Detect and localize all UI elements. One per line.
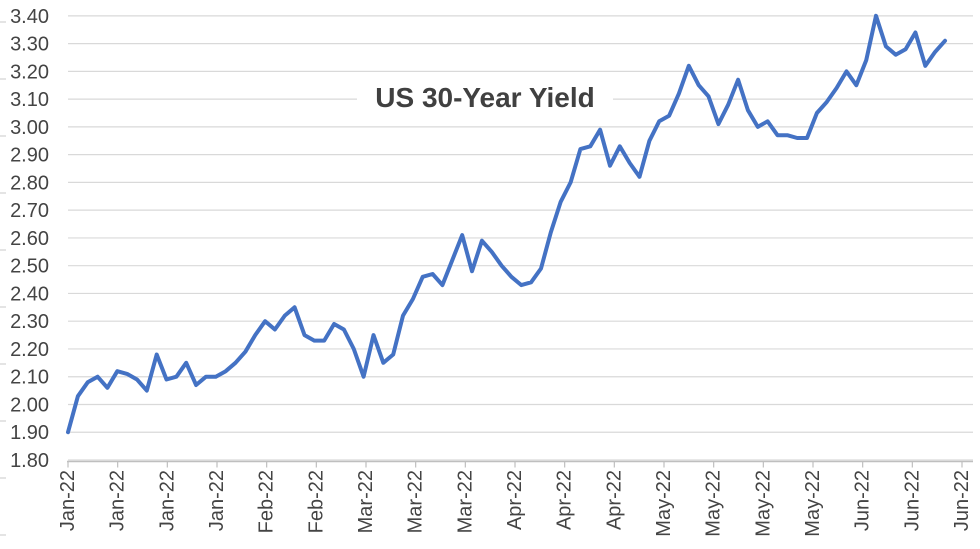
y-tick-label: 2.30: [10, 311, 49, 333]
y-tick-label: 2.10: [10, 367, 49, 389]
y-tick-label: 3.30: [10, 34, 49, 56]
x-tick-label: Apr-22: [504, 470, 526, 530]
x-tick-label: Jun-22: [852, 470, 874, 531]
x-tick-label: Feb-22: [256, 470, 278, 533]
y-tick-label: 1.80: [10, 450, 49, 472]
y-tick-label: 3.20: [10, 61, 49, 83]
x-tick-label: May-22: [653, 470, 675, 537]
y-tick-label: 2.20: [10, 339, 49, 361]
y-tick-label: 2.50: [10, 256, 49, 278]
chart-title: US 30-Year Yield: [357, 80, 613, 118]
y-tick-label: 2.90: [10, 145, 49, 167]
x-axis-ticks: [67, 461, 963, 468]
x-tick-label: Jun-22: [951, 470, 973, 531]
x-tick-label: Apr-22: [603, 470, 625, 530]
y-tick-label: 2.60: [10, 228, 49, 250]
x-axis-labels: Jan-22 Jan-22 Jan-22 Jan-22 Feb-22 Feb-22 Mar-…: [57, 470, 973, 537]
x-tick-label: Jan-22: [156, 470, 178, 531]
x-tick-label: Mar-22: [405, 470, 427, 533]
x-tick-label: Mar-22: [355, 470, 377, 533]
x-tick-label: Apr-22: [554, 470, 576, 530]
y-tick-label: 3.10: [10, 89, 49, 111]
x-tick-label: Jan-22: [206, 470, 228, 531]
x-tick-label: Jan-22: [107, 470, 129, 531]
x-tick-label: May-22: [703, 470, 725, 537]
y-tick-label: 2.40: [10, 283, 49, 305]
y-tick-label: 2.80: [10, 172, 49, 194]
x-tick-label: May-22: [802, 470, 824, 537]
x-tick-label: May-22: [752, 470, 774, 537]
y-tick-label: 3.00: [10, 117, 49, 139]
x-tick-label: Mar-22: [454, 470, 476, 533]
series-line: [66, 13, 947, 435]
y-tick-label: 3.40: [10, 6, 49, 28]
x-tick-label: Feb-22: [305, 470, 327, 533]
x-tick-label: Jan-22: [57, 470, 79, 531]
y-tick-label: 1.90: [10, 422, 49, 444]
worksheet-row-lines: [0, 21, 6, 536]
x-tick-label: Jun-22: [901, 470, 923, 531]
y-tick-label: 2.00: [10, 394, 49, 416]
y-tick-label: 2.70: [10, 200, 49, 222]
y-axis-labels: 3.40 3.30 3.20 3.10 3.00 2.90 2.80 2.70 2.60 2.50…: [10, 6, 49, 472]
